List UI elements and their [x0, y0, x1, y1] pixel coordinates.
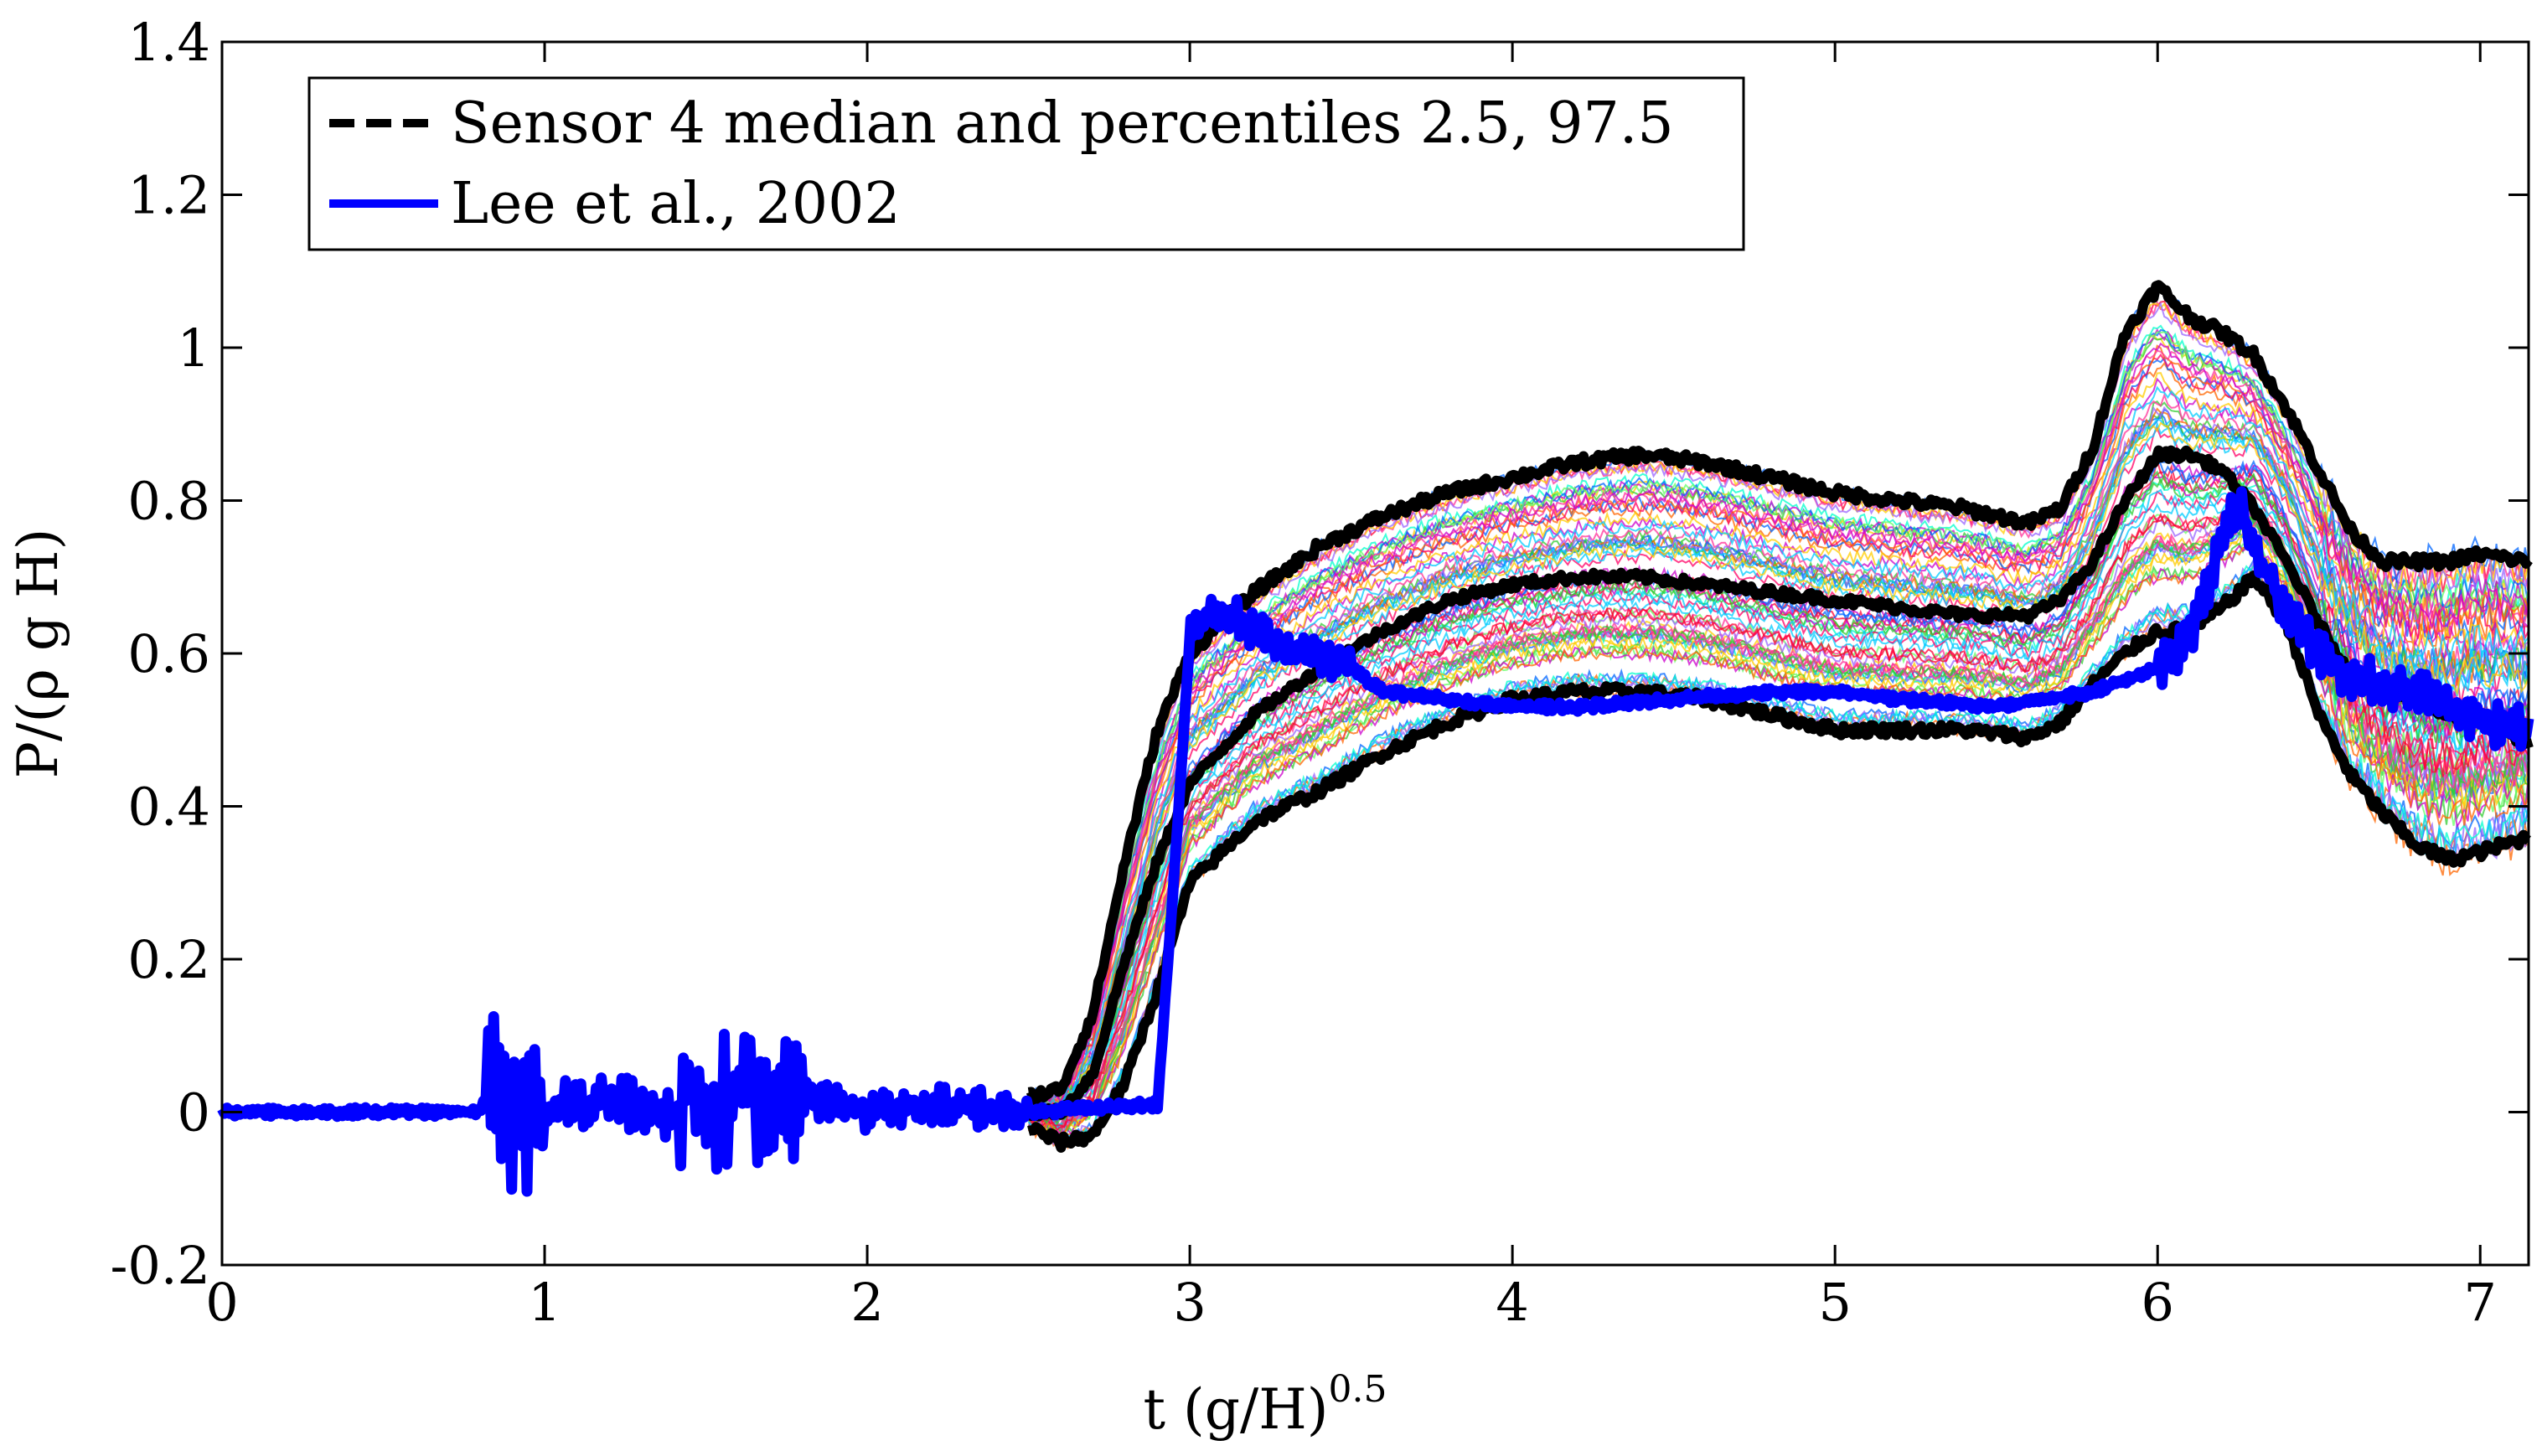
sensor-run-trace [1027, 417, 2529, 1117]
y-tick-label: 0.4 [127, 777, 210, 838]
sensor-run-trace [1027, 421, 2529, 1119]
sensor-run-trace [1027, 344, 2529, 1109]
sensor-run-trace [1028, 302, 2529, 1105]
sensor-run-trace [1027, 495, 2529, 1129]
sensor-run-trace [1027, 470, 2529, 1126]
x-tick-label: 1 [528, 1272, 561, 1333]
y-tick-label: 1 [178, 318, 210, 379]
y-tick-label: 0.8 [127, 471, 210, 532]
x-tick-label: 5 [1818, 1272, 1851, 1333]
x-tick-label: 4 [1496, 1272, 1528, 1333]
legend-box [307, 76, 1745, 251]
chart-series-layer [217, 280, 2534, 1197]
sensor-run-trace [1027, 342, 2529, 1107]
legend: Sensor 4 median and percentiles 2.5, 97.… [307, 76, 1745, 251]
series-line-lee-2002 [217, 486, 2534, 1197]
x-tick-label: 6 [2141, 1272, 2173, 1333]
sensor-run-trace [1027, 328, 2529, 1108]
legend-label-sensor4: Sensor 4 median and percentiles 2.5, 97.… [451, 90, 1674, 157]
x-tick-label: 7 [2464, 1272, 2497, 1333]
sensor-run-trace [1027, 486, 2529, 1128]
y-tick-label: -0.2 [110, 1235, 210, 1296]
sensor-run-trace [1028, 300, 2529, 1100]
x-tick-label: 3 [1173, 1272, 1206, 1333]
series-line-median [1024, 445, 2534, 1122]
series-line-percentile-97-5 [1026, 280, 2533, 1106]
x-axis-title: t (g/H)0.5 [1143, 1368, 1387, 1442]
x-tick-label: 2 [850, 1272, 883, 1333]
x-axis-title-main: t (g/H) [1143, 1377, 1328, 1442]
sensor-run-trace [1027, 421, 2529, 1121]
sensor-run-trace [1028, 532, 2529, 1142]
y-axis-title: P/(ρ g H) [6, 529, 70, 779]
legend-label-lee2002: Lee et al., 2002 [451, 171, 901, 237]
y-tick-label: 1.4 [127, 12, 210, 73]
sensor-run-trace [1027, 302, 2529, 1103]
y-axis: -0.2 0 0.2 0.4 0.6 0.8 1 1.2 1.4 [110, 12, 2529, 1296]
x-axis: 0 1 2 3 4 5 6 7 [205, 42, 2497, 1333]
y-tick-label: 0 [178, 1082, 210, 1144]
y-tick-label: 0.2 [127, 929, 210, 990]
y-tick-label: 0.6 [127, 623, 210, 684]
y-tick-label: 1.2 [127, 165, 210, 226]
x-tick-label: 0 [205, 1272, 238, 1333]
x-axis-title-exponent: 0.5 [1329, 1368, 1387, 1411]
